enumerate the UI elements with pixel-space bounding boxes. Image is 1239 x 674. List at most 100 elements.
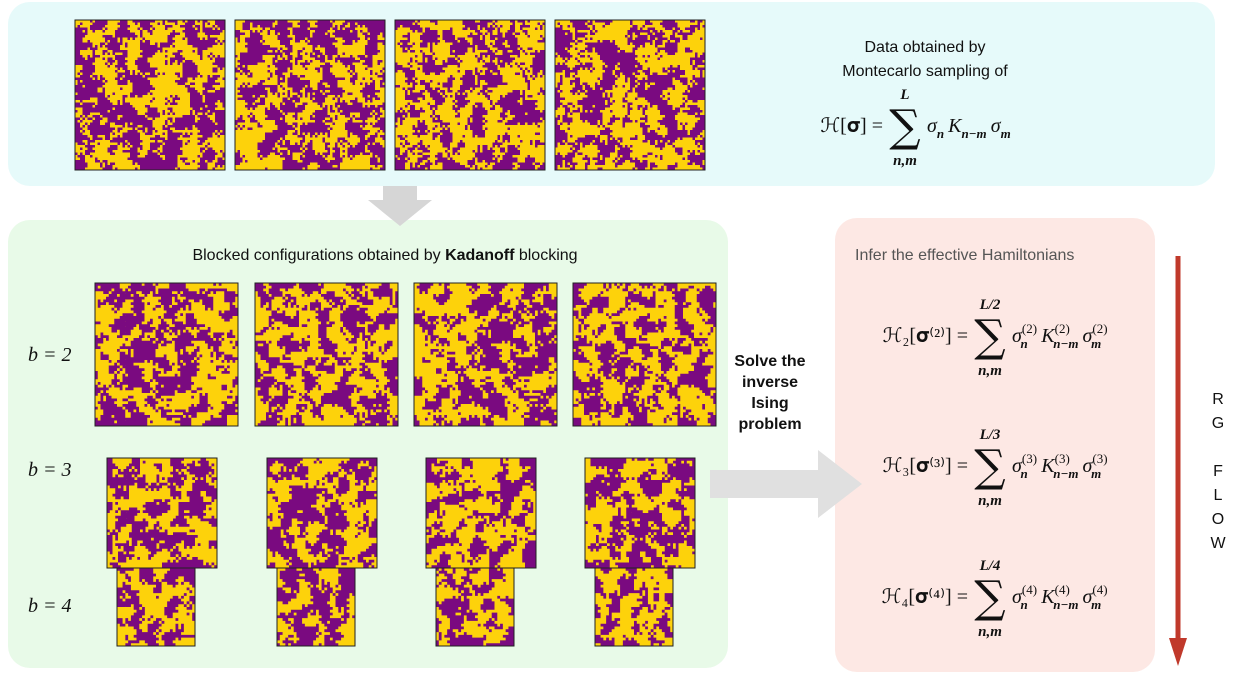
term-sub: m: [1091, 466, 1101, 481]
formula-lhs: ℋ₄[𝛔⁽⁴⁾] =: [882, 586, 968, 608]
term-base: K: [1040, 325, 1056, 347]
term-sup: (2): [1055, 321, 1070, 336]
term-sub: n: [1021, 466, 1028, 481]
term-sub: n: [937, 126, 944, 141]
spin-frame: [276, 567, 356, 647]
spin-frame: [413, 282, 558, 427]
spin-frame: [435, 567, 515, 647]
spin-frame: [116, 567, 196, 647]
term-sup: (2): [1092, 321, 1107, 336]
flow-arrow-head: [1169, 638, 1187, 666]
flow-letter: R: [1212, 391, 1224, 408]
sum-sign: ∑: [974, 572, 1005, 623]
term-base: K: [1040, 586, 1056, 608]
spin-pattern: [573, 283, 716, 426]
term-base: σ: [1083, 455, 1094, 477]
term-sub: n−m: [1053, 597, 1078, 612]
spin-frame: [394, 19, 546, 171]
spin-frame: [254, 282, 399, 427]
term-base: K: [1040, 455, 1056, 477]
spin-pattern: [436, 568, 514, 646]
sum-lower: n,m: [893, 153, 917, 169]
sum-lower: n,m: [978, 493, 1002, 509]
term-base: σ: [991, 115, 1002, 137]
term-sup: (2): [1022, 321, 1037, 336]
spin-pattern: [117, 568, 195, 646]
spin-frame: [234, 19, 386, 171]
sum-upper: L: [899, 87, 909, 103]
sum-lower: n,m: [978, 363, 1002, 379]
spin-pattern: [585, 458, 695, 568]
solve-text: inverse: [742, 374, 798, 391]
sum-upper: L/2: [979, 297, 1001, 313]
spin-pattern: [267, 458, 377, 568]
spin-pattern: [235, 20, 385, 170]
solve-text: Solve the: [734, 353, 805, 370]
formula-term: σ(4)n​K(4)n−m​σ(4)m​: [1012, 582, 1108, 612]
spin-frame: [572, 282, 717, 427]
title-part: blocking: [519, 247, 578, 264]
term-sub: n: [1021, 336, 1028, 351]
title-bold: Kadanoff: [445, 247, 515, 264]
spin-frame: [74, 19, 226, 171]
flow-letter: O: [1212, 511, 1224, 528]
term-sup: (4): [1092, 582, 1107, 597]
block-size-label: b = 3: [28, 459, 72, 481]
data-text: Montecarlo sampling of: [842, 63, 1008, 80]
spin-pattern: [95, 283, 238, 426]
term-sub: n−m: [1053, 466, 1078, 481]
down-arrow: [368, 186, 432, 226]
term-base: σ: [927, 115, 938, 137]
infer-title: Infer the effective Hamiltonians: [855, 247, 1074, 264]
term-base: K: [947, 115, 963, 137]
term-sub: n−m: [1053, 336, 1078, 351]
block-size-label: b = 2: [28, 344, 72, 366]
spin-pattern: [107, 458, 217, 568]
formula-term: σn​Kn−m​σm​: [927, 115, 1011, 141]
spin-pattern: [75, 20, 225, 170]
formula-lhs: ℋ₃[𝛔⁽³⁾] =: [883, 455, 968, 477]
term-sub: m: [1001, 126, 1011, 141]
spin-pattern: [395, 20, 545, 170]
term-sub: m: [1091, 597, 1101, 612]
block-size-label: b = 4: [28, 595, 72, 617]
spin-pattern: [414, 283, 557, 426]
sum-sign: ∑: [889, 101, 920, 152]
term-base: σ: [1083, 586, 1094, 608]
sum-sign: ∑: [974, 441, 1005, 492]
term-base: σ: [1012, 586, 1023, 608]
flow-letter: W: [1210, 535, 1226, 552]
term-base: σ: [1083, 325, 1094, 347]
spin-pattern: [595, 568, 673, 646]
formula-term: σ(3)n​K(3)n−m​σ(3)m​: [1012, 451, 1108, 481]
hamiltonian-panel: [835, 218, 1155, 672]
spin-frame: [554, 19, 706, 171]
term-sup: (3): [1055, 451, 1070, 466]
right-arrow: [710, 450, 862, 518]
spin-pattern: [277, 568, 355, 646]
spin-frame: [94, 282, 239, 427]
term-base: σ: [1012, 455, 1023, 477]
flow-letter: L: [1214, 487, 1223, 504]
term-sup: (3): [1022, 451, 1037, 466]
term-sub: n: [1021, 597, 1028, 612]
spin-frame: [594, 567, 674, 647]
term-sup: (4): [1022, 582, 1037, 597]
solve-text: Ising: [751, 395, 788, 412]
sum-upper: L/3: [979, 427, 1001, 443]
blocking-title: Blocked configurations obtained by Kadan…: [192, 247, 577, 264]
formula-lhs: ℋ[𝛔] =: [820, 115, 883, 137]
spin-pattern: [255, 283, 398, 426]
sum-sign: ∑: [974, 311, 1005, 362]
solve-text: problem: [738, 416, 801, 433]
term-sup: (3): [1092, 451, 1107, 466]
data-text: Data obtained by: [865, 39, 986, 56]
term-sup: (4): [1055, 582, 1070, 597]
sum-upper: L/4: [979, 558, 1001, 574]
flow-letter: F: [1213, 463, 1223, 480]
sum-lower: n,m: [978, 624, 1002, 640]
term-sub: m: [1091, 336, 1101, 351]
formula-lhs: ℋ₂[𝛔⁽²⁾] =: [883, 325, 968, 347]
title-part: Blocked configurations obtained by: [192, 247, 440, 264]
